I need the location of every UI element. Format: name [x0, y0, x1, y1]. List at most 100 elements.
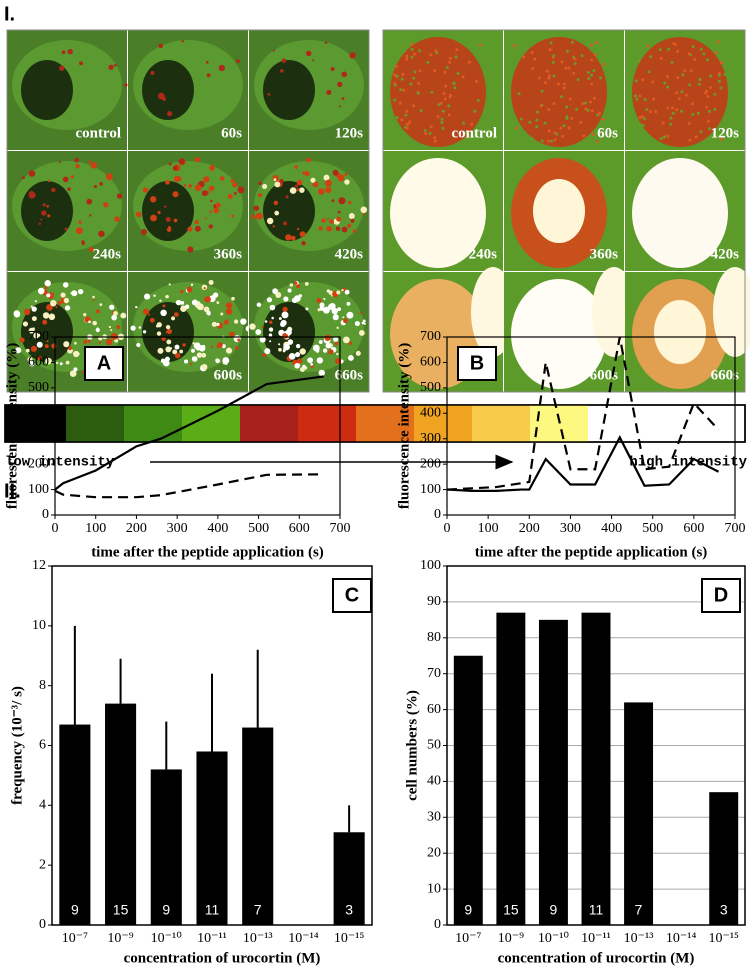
speckle: [92, 320, 97, 326]
speckle: [658, 48, 662, 52]
data-line: [446, 435, 720, 492]
scale-low-label: low intensity: [5, 455, 115, 471]
speckle: [274, 181, 281, 188]
speckle: [669, 116, 673, 120]
speckle: [557, 82, 561, 86]
speckle: [326, 89, 332, 95]
speckle: [93, 184, 98, 189]
speckle: [321, 218, 326, 223]
speckle: [47, 179, 51, 183]
speckle: [325, 342, 331, 349]
speckle: [691, 45, 695, 49]
speckle: [183, 184, 187, 187]
speckle: [124, 83, 128, 87]
speckle: [149, 317, 155, 323]
speckle: [360, 206, 368, 214]
speckle: [167, 225, 171, 229]
speckle: [646, 44, 650, 48]
speckle: [476, 98, 480, 102]
cell-body: [511, 279, 607, 389]
speckle: [675, 108, 679, 112]
speckle: [336, 216, 342, 222]
speckle: [75, 164, 80, 169]
speckle: [196, 352, 203, 358]
speckle: [204, 296, 211, 303]
speckle: [393, 73, 397, 77]
speckle: [95, 327, 100, 333]
speckle: [595, 41, 599, 45]
speckle: [287, 339, 294, 345]
speckle: [717, 71, 721, 75]
speckle: [707, 127, 711, 131]
speckle: [32, 327, 35, 331]
speckle: [634, 79, 638, 83]
speckle: [699, 47, 703, 51]
speckle: [680, 90, 684, 94]
y-tick-label: 60: [427, 702, 441, 717]
speckle: [287, 288, 292, 293]
speckle: [442, 92, 446, 96]
speckle: [405, 126, 409, 130]
y-tick-label: 300: [28, 431, 49, 446]
speckle: [156, 322, 162, 328]
bar: [453, 655, 483, 925]
speckle: [586, 70, 590, 74]
speckle: [334, 341, 339, 346]
time-label: 240s: [93, 246, 122, 262]
bar: [709, 792, 739, 925]
speckle: [336, 326, 339, 330]
speckle: [473, 109, 477, 113]
speckle: [344, 172, 348, 176]
speckle: [30, 305, 33, 308]
speckle: [77, 288, 84, 295]
speckle: [713, 135, 717, 139]
speckle: [167, 111, 173, 117]
chart: 0 100 200 300 400 500 600 700 fluorescence inten…: [4, 329, 350, 560]
speckle: [136, 342, 141, 348]
y-tick-label: 100: [28, 482, 49, 497]
speckle: [168, 283, 171, 286]
image-panel: 60s: [128, 30, 248, 150]
speckle: [174, 352, 181, 359]
speckle: [567, 66, 571, 70]
speckle: [194, 156, 201, 163]
speckle: [402, 88, 406, 92]
speckle: [220, 312, 224, 316]
speckle: [283, 296, 289, 302]
speckle: [282, 306, 288, 313]
section-label: I.: [4, 3, 15, 25]
speckle: [348, 213, 355, 219]
speckle: [40, 218, 43, 221]
speckle: [48, 313, 56, 321]
nucleus: [142, 181, 194, 241]
speckle: [474, 79, 478, 83]
speckle: [190, 362, 193, 366]
speckle: [423, 128, 427, 132]
speckle: [278, 317, 282, 320]
speckle: [560, 60, 564, 64]
speckle: [232, 182, 238, 188]
speckle: [337, 174, 345, 182]
image-panel: 420s: [625, 151, 745, 271]
speckle: [704, 105, 708, 109]
time-label: 600s: [590, 367, 619, 383]
speckle: [37, 355, 42, 361]
x-tick-label: 10⁻¹⁵: [334, 931, 365, 946]
speckle: [156, 331, 162, 336]
speckle: [706, 58, 710, 62]
speckle: [441, 126, 445, 130]
speckle: [216, 345, 219, 348]
speckle: [205, 60, 209, 64]
speckle: [180, 290, 184, 294]
x-tick-label: 10⁻¹⁵: [708, 931, 739, 946]
speckle: [413, 70, 417, 74]
speckle: [590, 73, 594, 77]
time-label: 60s: [221, 125, 242, 141]
time-label: 660s: [711, 367, 740, 383]
speckle: [426, 60, 430, 64]
speckle: [163, 205, 167, 208]
speckle: [689, 69, 693, 73]
nucleus: [263, 60, 315, 120]
speckle: [23, 308, 31, 316]
y-tick-label: 80: [427, 630, 441, 645]
